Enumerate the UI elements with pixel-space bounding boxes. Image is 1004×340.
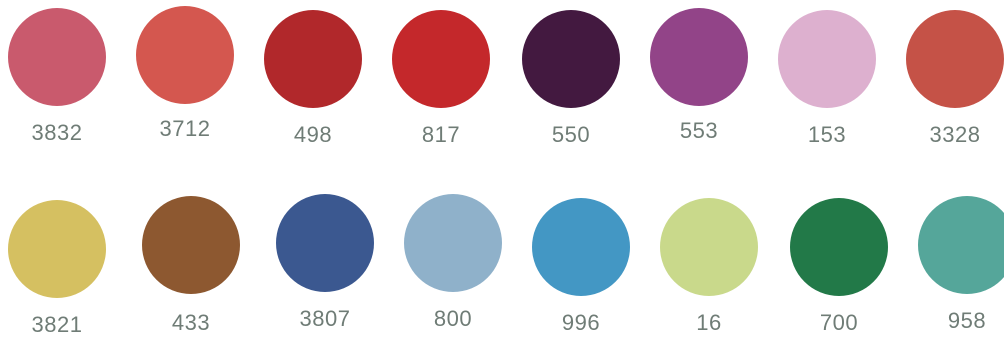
swatch-code-label: 433 — [171, 310, 211, 335]
swatch-code-label: 550 — [551, 122, 591, 147]
swatch-code-label: 3328 — [929, 122, 981, 147]
swatch-code-label: 800 — [433, 306, 473, 331]
swatch-color-circle — [532, 198, 630, 296]
swatch-433[interactable]: 433 — [136, 196, 246, 336]
swatch-153[interactable]: 153 — [772, 10, 882, 148]
swatch-code-label: 700 — [819, 310, 859, 335]
swatch-color-circle — [264, 10, 362, 108]
swatch-700[interactable]: 700 — [784, 198, 894, 336]
swatch-code-label: 3807 — [299, 306, 351, 331]
swatch-553[interactable]: 553 — [644, 8, 754, 144]
swatch-color-circle — [790, 198, 888, 296]
swatch-color-circle — [522, 10, 620, 108]
swatch-color-circle — [392, 10, 490, 108]
swatch-550[interactable]: 550 — [516, 10, 626, 148]
swatch-color-circle — [404, 194, 502, 292]
swatch-color-circle — [918, 196, 1004, 294]
swatch-3821[interactable]: 3821 — [2, 200, 112, 338]
swatch-3712[interactable]: 3712 — [130, 6, 240, 142]
swatch-code-label: 153 — [807, 122, 847, 147]
swatch-code-label: 3712 — [159, 116, 211, 141]
swatch-color-circle — [8, 200, 106, 298]
swatch-color-circle — [660, 198, 758, 296]
swatch-code-label: 3821 — [31, 312, 83, 337]
swatch-code-label: 3832 — [31, 120, 83, 145]
swatch-color-circle — [650, 8, 748, 106]
swatch-498[interactable]: 498 — [258, 10, 368, 148]
swatch-3807[interactable]: 3807 — [270, 194, 380, 332]
swatch-color-circle — [778, 10, 876, 108]
swatch-code-label: 553 — [679, 118, 719, 143]
swatch-code-label: 996 — [561, 310, 601, 335]
swatch-3328[interactable]: 3328 — [900, 10, 1004, 148]
swatch-code-label: 498 — [293, 122, 333, 147]
swatch-color-circle — [276, 194, 374, 292]
swatch-code-label: 817 — [421, 122, 461, 147]
swatch-color-circle — [142, 196, 240, 294]
swatch-3832[interactable]: 3832 — [2, 8, 112, 146]
swatch-color-circle — [136, 6, 234, 104]
swatch-color-circle — [906, 10, 1004, 108]
swatch-800[interactable]: 800 — [398, 194, 508, 332]
swatch-16[interactable]: 16 — [654, 198, 764, 336]
swatch-code-label: 16 — [696, 310, 722, 335]
swatch-817[interactable]: 817 — [386, 10, 496, 148]
swatch-958[interactable]: 958 — [912, 196, 1004, 334]
swatch-996[interactable]: 996 — [526, 198, 636, 336]
swatch-color-circle — [8, 8, 106, 106]
swatch-code-label: 958 — [947, 308, 987, 333]
